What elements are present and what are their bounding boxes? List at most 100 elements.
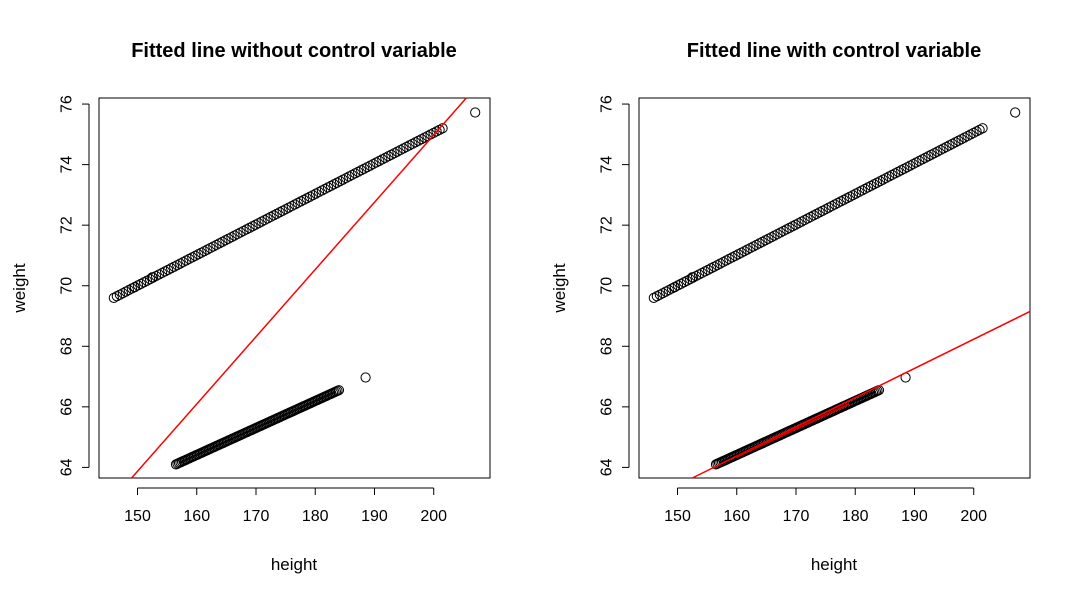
data-point	[117, 288, 128, 299]
data-point	[199, 246, 210, 257]
y-tick-label: 66	[599, 398, 616, 416]
data-point	[147, 272, 158, 283]
data-point	[874, 176, 886, 187]
data-point	[799, 214, 810, 226]
data-point	[941, 141, 952, 153]
data-point	[353, 166, 364, 177]
x-tick-label: 200	[420, 508, 447, 525]
data-point	[814, 207, 825, 218]
data-point	[896, 165, 907, 176]
data-point	[675, 278, 687, 289]
data-point	[663, 284, 674, 296]
data-point	[790, 219, 801, 230]
data-point	[811, 208, 822, 219]
data-point	[343, 171, 355, 182]
data-point	[187, 252, 198, 263]
data-point	[350, 168, 361, 179]
data-point	[196, 247, 207, 258]
data-point	[413, 135, 424, 146]
data-point	[256, 216, 267, 227]
data-point	[404, 140, 415, 151]
data-point	[938, 143, 949, 154]
data-point	[328, 179, 340, 190]
data-point	[286, 200, 297, 212]
data-point	[334, 176, 346, 187]
data-point	[956, 134, 967, 145]
data-point	[736, 247, 747, 258]
y-axis-label: weight	[10, 263, 29, 313]
data-point	[657, 288, 668, 299]
data-point	[265, 211, 276, 223]
data-point	[712, 260, 723, 271]
data-point	[310, 188, 322, 199]
data-point	[316, 185, 328, 196]
data-point	[123, 284, 134, 296]
y-axis: 64 66 68 70 72 74 76	[599, 95, 630, 476]
data-point	[434, 124, 445, 135]
data-point	[693, 269, 705, 280]
data-point	[410, 137, 421, 148]
data-point	[742, 244, 753, 255]
data-point	[277, 205, 288, 216]
data-point	[322, 182, 334, 193]
data-point	[172, 260, 183, 271]
plot-frame	[98, 97, 491, 479]
data-point	[808, 210, 819, 221]
data-point	[156, 267, 168, 279]
data-point	[832, 197, 843, 209]
data-point	[968, 127, 979, 139]
data-point	[380, 152, 391, 163]
data-point	[696, 267, 708, 279]
data-point	[965, 129, 976, 140]
data-point	[917, 154, 928, 165]
data-point	[935, 144, 946, 156]
data-point	[660, 286, 671, 297]
data-point	[754, 238, 765, 249]
data-point	[141, 275, 153, 286]
data-point	[929, 148, 940, 159]
data-point	[184, 253, 195, 265]
chart-title: Fitted line without control variable	[131, 40, 457, 62]
data-point	[283, 202, 294, 213]
x-tick-label: 190	[901, 508, 928, 525]
data-point	[211, 239, 222, 251]
data-point	[298, 194, 309, 205]
data-point	[190, 250, 201, 261]
x-tick-label: 160	[183, 508, 210, 525]
data-point	[865, 180, 877, 191]
data-point	[153, 269, 165, 280]
data-point	[371, 157, 382, 168]
data-point	[202, 244, 213, 255]
data-point	[205, 242, 216, 254]
data-point	[181, 255, 192, 266]
x-tick-label: 180	[842, 508, 869, 525]
data-point	[706, 263, 717, 274]
data-point	[126, 283, 138, 294]
data-point	[232, 228, 243, 240]
data-point	[974, 124, 985, 135]
data-point	[347, 169, 358, 181]
y-tick-label: 70	[599, 277, 616, 295]
x-tick-label: 170	[243, 508, 270, 525]
data-point	[253, 218, 264, 229]
data-point	[826, 200, 837, 212]
data-point	[823, 202, 834, 213]
data-point	[247, 221, 258, 232]
data-point	[820, 204, 831, 215]
fitted-line	[131, 97, 467, 479]
data-point	[325, 180, 337, 191]
data-point	[760, 235, 771, 246]
data-point	[250, 219, 261, 230]
data-point	[699, 266, 711, 277]
data-point	[178, 256, 189, 268]
data-point	[368, 158, 379, 170]
data-point	[175, 258, 186, 269]
data-point	[313, 186, 325, 198]
data-point	[684, 274, 696, 285]
y-tick-label: 68	[59, 337, 76, 355]
data-points	[108, 107, 481, 470]
data-point	[386, 149, 397, 160]
data-point	[437, 123, 448, 134]
data-point	[859, 183, 871, 195]
